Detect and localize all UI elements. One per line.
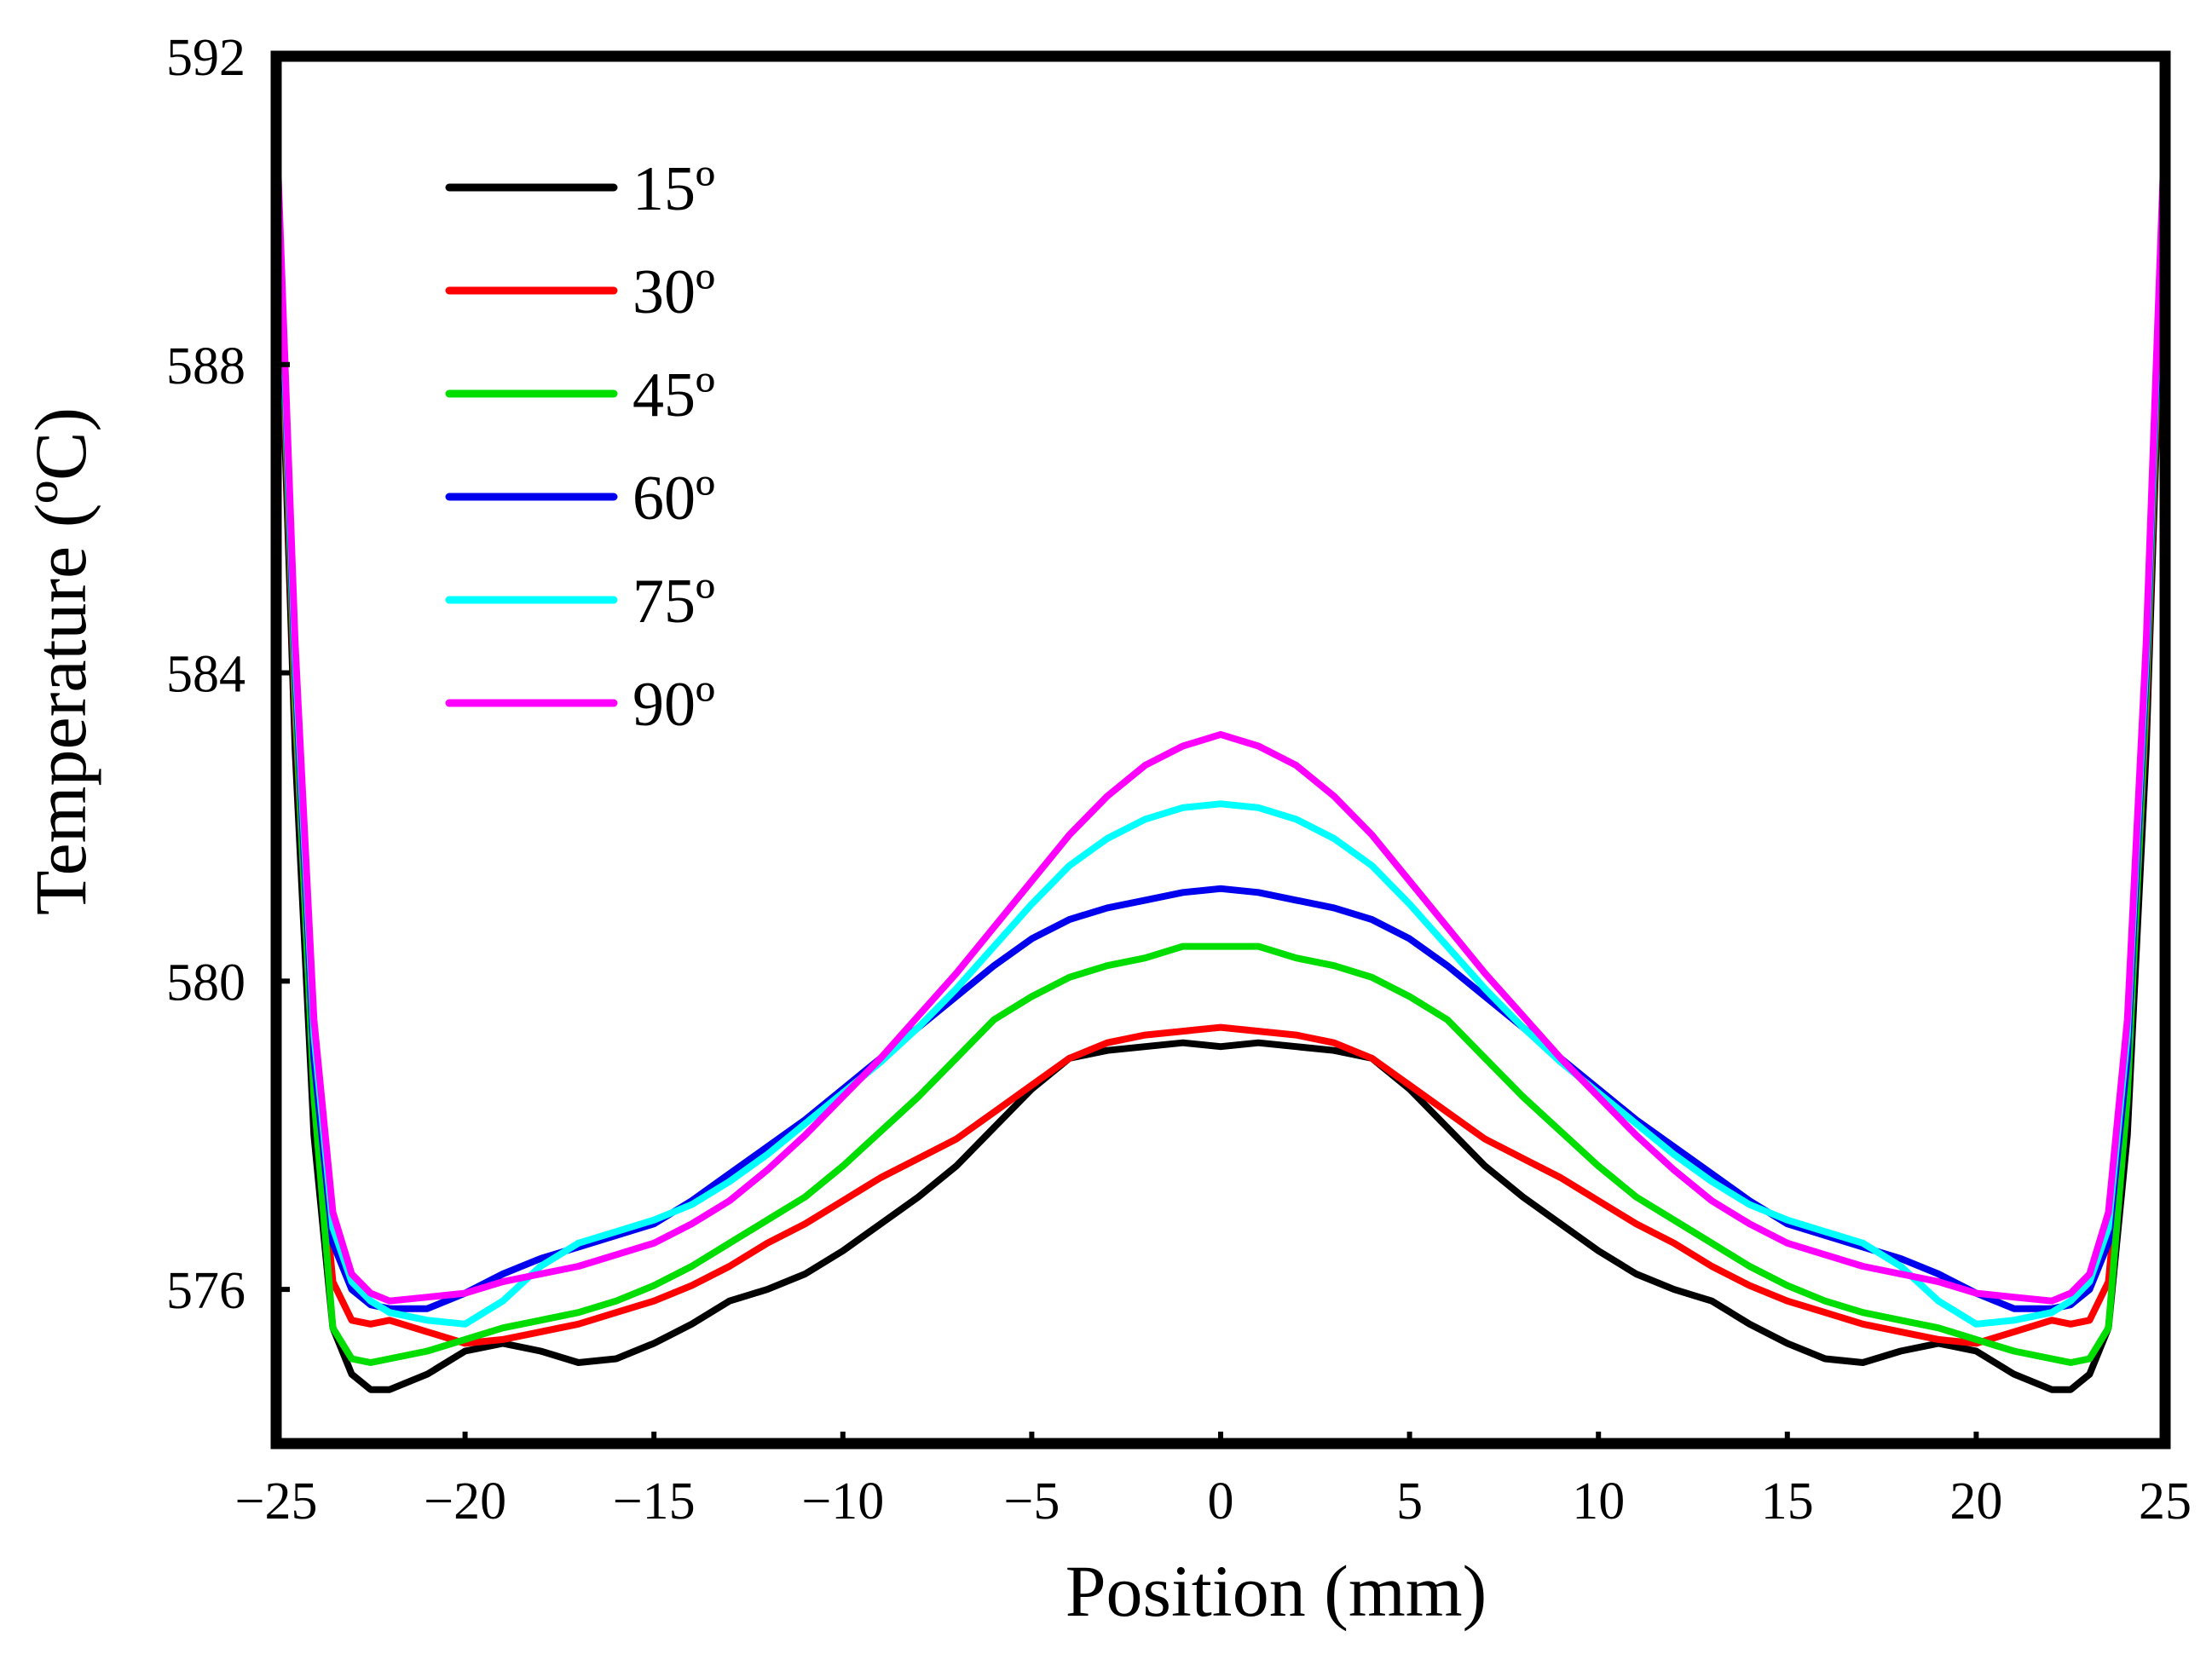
- series-layer: [273, 114, 2169, 1393]
- legend-label: 30º: [632, 257, 715, 327]
- legend-label: 90º: [632, 670, 715, 740]
- series-line-4: [273, 130, 2169, 1312]
- legend: 15º 30º 45º 60º 75º 90º: [445, 154, 715, 740]
- legend-label: 15º: [632, 154, 715, 224]
- y-tick-label: 580: [166, 954, 245, 1012]
- y-axis-title: Temperature (ºC): [20, 407, 101, 915]
- y-tick-label: 576: [166, 1262, 245, 1320]
- axis-ticks: −25 −20 −15 −10 −5 0 5 10 15 20 25 576 580 584 588 592: [166, 29, 2192, 1530]
- x-tick-label: 0: [1208, 1473, 1234, 1530]
- series-line-2: [273, 153, 2169, 1347]
- x-tick-label: 15: [1761, 1473, 1814, 1530]
- x-tick-label: −20: [424, 1473, 506, 1530]
- y-tick-label: 588: [166, 337, 245, 395]
- x-tick-label: 20: [1949, 1473, 2002, 1530]
- series-line-1: [273, 168, 2169, 1393]
- x-tick-label: −25: [235, 1473, 318, 1530]
- series-line-6: [273, 114, 2169, 1305]
- x-tick-label: 5: [1396, 1473, 1423, 1530]
- x-tick-label: 25: [2139, 1473, 2192, 1530]
- y-tick-label: 592: [166, 29, 245, 87]
- x-tick-label: −5: [1003, 1473, 1060, 1530]
- legend-label: 60º: [632, 464, 715, 533]
- y-tick-label: 584: [166, 646, 245, 704]
- x-tick-label: −15: [613, 1473, 696, 1530]
- legend-label: 45º: [632, 360, 715, 430]
- x-tick-label: 10: [1572, 1473, 1625, 1530]
- series-line-3: [273, 137, 2169, 1366]
- legend-label: 75º: [632, 567, 715, 637]
- series-line-5: [273, 122, 2169, 1328]
- x-axis-title: Position (mm): [1066, 1550, 1487, 1632]
- x-tick-label: −10: [801, 1473, 884, 1530]
- plot-frame: [270, 50, 2171, 1450]
